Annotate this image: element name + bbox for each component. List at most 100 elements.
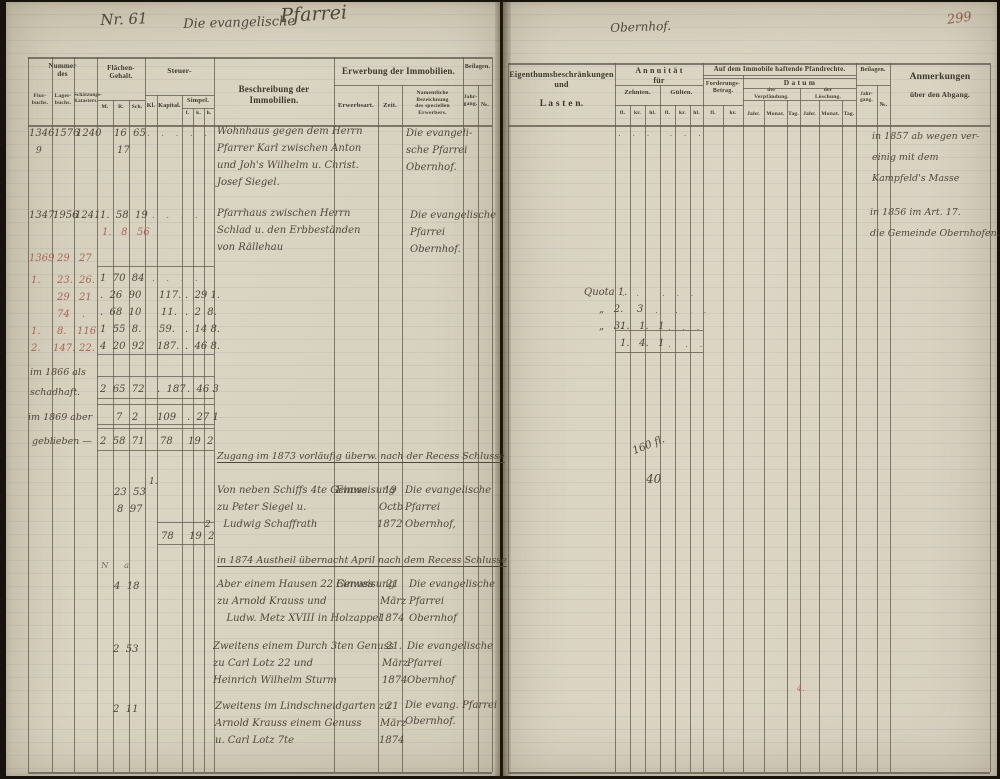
handwritten-entry: 21 (386, 579, 399, 590)
handwritten-entry: 1. 58 19 (100, 210, 148, 221)
handwritten-entry: 109 (157, 412, 177, 423)
handwritten-entry: Von neben Schiffs 4te Genuss zu Peter Si… (217, 485, 368, 530)
handwritten-entry: 11. (161, 307, 177, 318)
col-header-verpfaendung: der Verpfändung. (754, 87, 789, 100)
col-header-nr-right: №. (879, 102, 888, 108)
handwritten-entry: 1. 8 56 (102, 227, 150, 238)
handwritten-entry: . (82, 309, 86, 320)
col-header-katasters: Schätzungs- Katasters. (74, 93, 103, 104)
grid-line-horizontal (157, 544, 214, 545)
handwritten-entry: Einweisung (336, 485, 396, 496)
grid-line-horizontal (508, 63, 990, 65)
grid-line-horizontal (97, 404, 214, 405)
handwritten-entry: 2 (205, 520, 211, 530)
col-header-beilagen-right: Beilagen. (860, 67, 886, 73)
handwritten-entry: 116 (77, 326, 97, 337)
handwritten-entry: Zweitens einem Durch 3ten Genuss zu Carl… (213, 641, 394, 686)
col-header-pfandrechte: Auf dem Immobile haftende Pfandrechte. (713, 65, 846, 73)
grid-line-vertical (890, 63, 891, 772)
unit-tick-label: k. (196, 110, 201, 116)
grid-line-vertical (787, 100, 788, 772)
unit-tick-label: R. (118, 104, 124, 110)
handwritten-entry: 2 53 (113, 644, 139, 655)
grid-line-vertical (182, 95, 183, 772)
handwritten-entry: . 187 (157, 384, 186, 395)
unit-tick-label: hl. (649, 110, 656, 116)
handwritten-entry: . . . . (152, 211, 198, 221)
handwritten-entry: im 1869 aber (28, 412, 93, 423)
handwritten-entry: „ 3. (599, 321, 624, 332)
right-page (503, 2, 997, 776)
col-header-flaechengehalt: Flächen- Gehalt. (107, 64, 135, 81)
handwritten-entry: 1874 (379, 735, 405, 746)
handwritten-entry: 9 (36, 146, 42, 156)
col-header-forderung: Forderungs- Betrag. (705, 81, 741, 95)
handwritten-entry: . . . (668, 340, 703, 350)
grid-line-vertical (28, 57, 29, 772)
handwritten-entry: . . . . (655, 306, 707, 316)
handwritten-entry: 2 65 72 (100, 384, 145, 395)
grid-line-vertical (675, 105, 676, 772)
handwritten-entry: 1346 (29, 128, 55, 139)
grid-line-vertical (630, 105, 631, 772)
grid-line-horizontal (615, 330, 703, 331)
unit-tick-label: h. (206, 110, 212, 116)
book-gutter (495, 0, 511, 779)
handwritten-entry: 1. 4. 1 (620, 338, 665, 349)
handwritten-entry: 147. (53, 343, 76, 354)
grid-line-horizontal (97, 100, 145, 101)
grid-line-horizontal (97, 424, 214, 425)
handwritten-entry: 1241 (75, 210, 101, 221)
col-header-beschreibung: Beschreibung der Immobilien. (238, 84, 310, 105)
handwritten-entry: Zweitens im Lindschneidgarten zu Arnold … (215, 701, 391, 746)
col-header-klasse: Kl. (146, 103, 156, 109)
grid-line-vertical (334, 57, 335, 772)
grid-line-vertical (877, 85, 878, 772)
grid-line-horizontal (28, 772, 492, 774)
handwritten-entry: 1. (31, 326, 41, 337)
unit-tick-label: kr. (634, 110, 641, 116)
col-header-annuitaet: A n n u i t ä t für (635, 66, 683, 85)
grid-line-vertical (819, 100, 820, 772)
handwritten-entry: 74 (57, 309, 70, 320)
handwritten-entry: 4 20 92 (100, 341, 145, 352)
grid-line-horizontal (97, 376, 214, 377)
grid-line-vertical (214, 57, 215, 772)
handwritten-entry: . . . . . . (618, 129, 701, 139)
handwritten-entry: 29 (57, 253, 70, 264)
handwritten-entry: 19 2 (188, 436, 214, 447)
handwritten-entry: März (382, 658, 409, 669)
col-header-loeschung: der Löschung. (814, 87, 842, 100)
unit-tick-label: Tag. (788, 111, 799, 117)
grid-line-vertical (764, 100, 765, 772)
grid-line-vertical (800, 88, 801, 772)
handwritten-entry: 21 (79, 292, 92, 303)
unit-tick-label: M. (101, 104, 109, 110)
grid-line-vertical (204, 108, 205, 772)
col-header-eigenthum: Eigenthumsbeschränkungen und (509, 70, 614, 89)
handwritten-entry: 29 (57, 292, 70, 303)
handwritten-entry: . 26 90 (100, 290, 142, 301)
handwritten-entry: in 1856 im Art. 17. die Gemeinde Obernho… (870, 207, 1000, 239)
handwritten-entry: 19 (384, 485, 397, 496)
grid-line-vertical (402, 85, 403, 772)
handwritten-entry: in 1874 Austheil übernacht April nach de… (217, 555, 507, 566)
grid-line-vertical (129, 100, 130, 772)
grid-line-vertical (660, 85, 661, 772)
grid-line-horizontal (334, 85, 463, 86)
handwritten-entry: Die evangelische Pfarrei Obernhof. (410, 210, 497, 255)
handwritten-entry: 7 2 (116, 412, 139, 423)
handwritten-entry: 1 70 84 (100, 273, 145, 284)
col-header-datum: D a t u m (783, 78, 816, 87)
unit-tick-label: fl. (664, 110, 671, 116)
col-header-erwerbsart: Erwerbsart. (338, 102, 374, 109)
handwritten-entry: 4. (797, 684, 805, 693)
handwritten-entry: 1. 1. 1 (620, 321, 665, 332)
grid-line-horizontal (97, 266, 214, 267)
col-header-jahrgang-left: Jahr- gang. (463, 94, 478, 107)
grid-line-horizontal (97, 450, 214, 451)
handwritten-entry: 1872 (377, 519, 403, 530)
col-header-lasten: L a s t e n. (539, 99, 584, 109)
handwritten-entry: . 2 8. (185, 307, 217, 318)
